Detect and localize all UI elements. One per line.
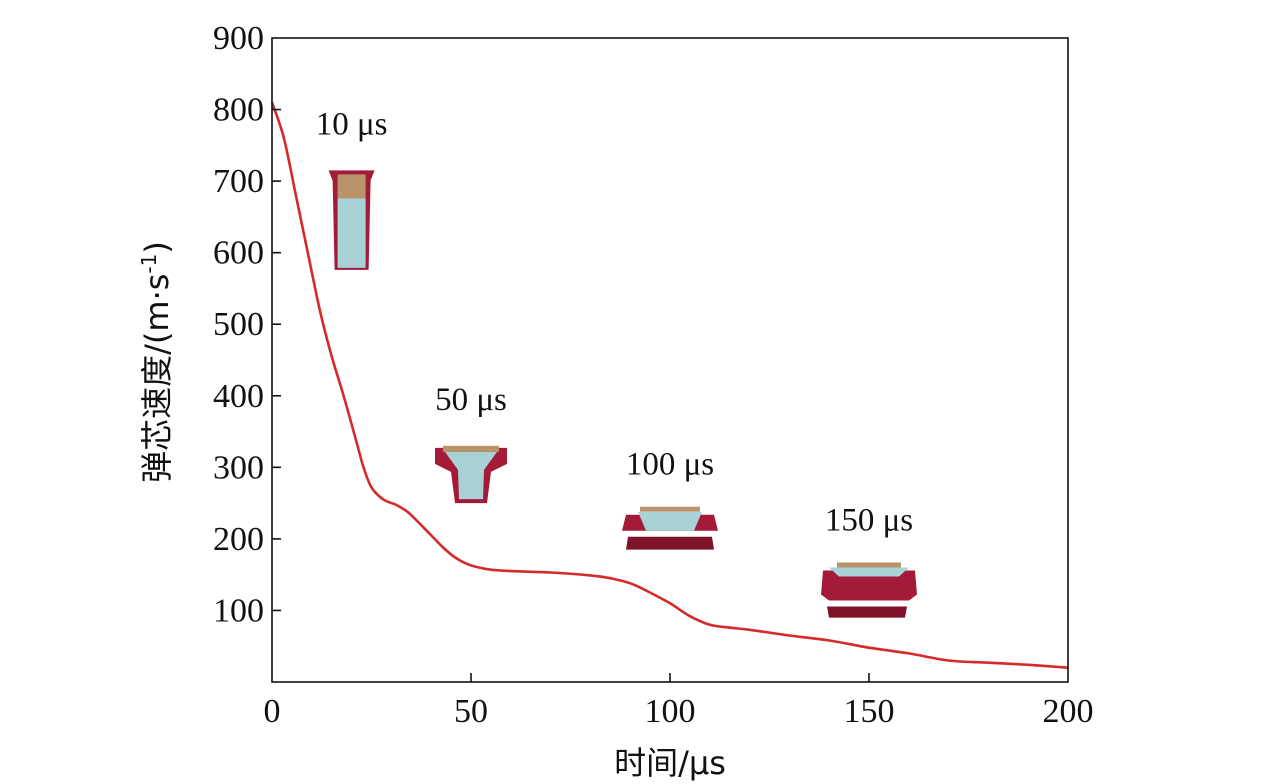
y-tick-label: 500 [213,306,264,343]
core-10us-inset [328,170,375,270]
time-annotation: 50 μs [435,382,507,418]
y-axis-ticks: 100 200 300 400 500 600 700 800 900 [213,20,281,629]
jacket-upper-shape [821,570,917,601]
core-shape [829,567,909,577]
y-axis-title: 弹芯速度/(m·s-1) [137,241,176,483]
x-tick-label: 50 [454,693,488,730]
y-axis-title-main: 弹芯速度/(m·s [138,274,176,483]
x-tick-label: 0 [264,693,281,730]
y-tick-label: 600 [213,235,264,272]
core-tip-shape [443,445,499,452]
core-50us-inset [435,445,507,504]
velocity-curve [270,101,1069,669]
x-tick-label: 200 [1043,693,1094,730]
y-axis-title-close: ) [138,241,176,253]
jacket-lower-shape [827,606,907,618]
core-100us-inset [622,506,718,550]
plot-frame [271,37,1069,683]
x-tick-label: 100 [645,693,696,730]
time-annotation: 150 μs [825,502,913,538]
y-tick-label: 300 [213,449,264,486]
time-annotations: 10 μs 50 μs 100 μs 150 μs [316,107,913,539]
core-shape [445,451,497,500]
y-tick-label: 800 [213,92,264,129]
core-tip-shape [640,506,700,512]
y-axis-title-exponent: -1 [137,254,161,274]
core-150us-inset [821,562,917,618]
x-axis-ticks: 0 50 100 150 200 [264,673,1094,730]
y-tick-label: 200 [213,521,264,558]
core-shape [337,198,366,268]
core-tip-shape [337,174,366,199]
core-tip-shape [837,562,901,569]
x-tick-label: 150 [844,693,895,730]
x-axis-title: 时间/μs [614,744,726,782]
core-shape [638,511,702,531]
y-tick-label: 100 [213,592,264,629]
y-tick-label: 900 [213,20,264,57]
time-annotation: 10 μs [316,107,388,143]
y-tick-label: 700 [213,163,264,200]
projectile-insets [328,170,917,618]
y-tick-label: 400 [213,378,264,415]
jacket-lower-shape [626,536,714,550]
time-annotation: 100 μs [626,446,714,482]
